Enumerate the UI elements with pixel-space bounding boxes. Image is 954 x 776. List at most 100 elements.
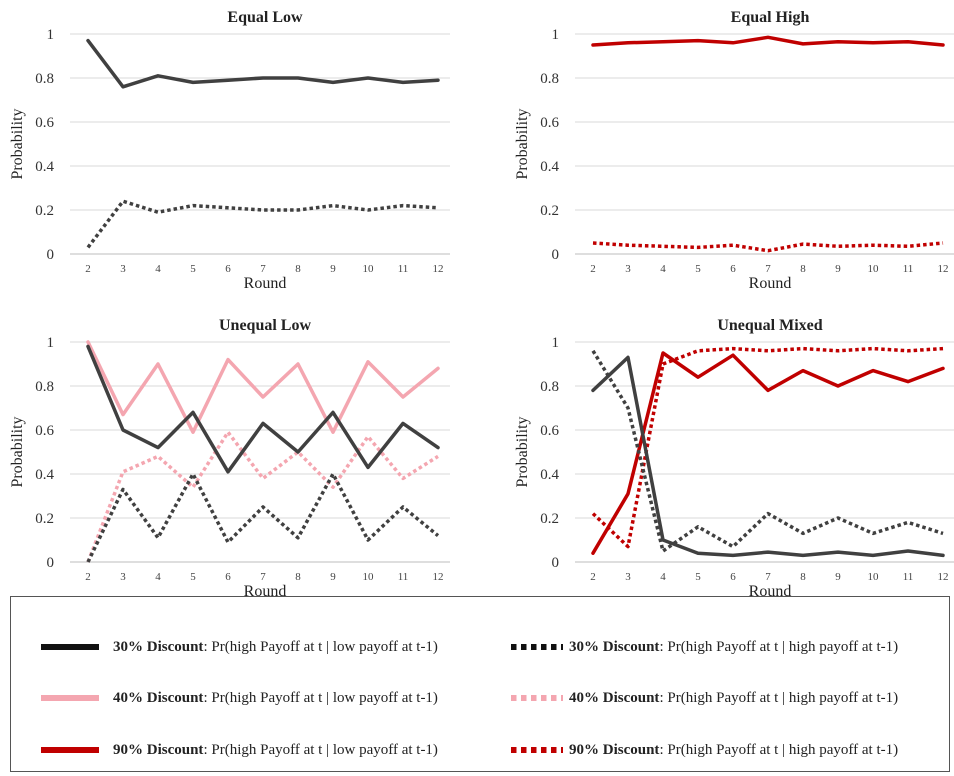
- x-tick-label: 4: [660, 263, 666, 275]
- x-axis-label: Round: [244, 275, 287, 292]
- x-tick-label: 9: [835, 571, 841, 583]
- x-tick-label: 8: [800, 571, 806, 583]
- y-axis-label: Probability: [514, 416, 531, 487]
- x-tick-label: 5: [190, 263, 196, 275]
- x-tick-label: 2: [590, 263, 596, 275]
- legend-label-text: : Pr(high Payoff at t | low payoff at t-…: [203, 638, 438, 655]
- y-tick-label: 0: [552, 247, 560, 263]
- y-tick-label: 0.2: [540, 203, 559, 219]
- x-tick-label: 3: [120, 571, 126, 583]
- x-tick-label: 7: [260, 263, 266, 275]
- series-line-solid-3: [591, 355, 945, 558]
- chart-title: Equal High: [731, 9, 810, 26]
- x-tick-label: 9: [835, 263, 841, 275]
- series-line-solid-1: [86, 340, 440, 434]
- y-tick-label: 0.6: [540, 423, 559, 439]
- y-tick-label: 0: [47, 247, 55, 263]
- x-tick-label: 10: [868, 263, 880, 275]
- x-tick-label: 5: [695, 263, 701, 275]
- y-tick-label: 0.2: [540, 511, 559, 527]
- y-tick-label: 0.4: [35, 467, 54, 483]
- x-tick-label: 4: [155, 571, 161, 583]
- x-tick-label: 10: [363, 263, 375, 275]
- x-tick-label: 11: [903, 571, 914, 583]
- y-axis-label: Probability: [514, 108, 531, 179]
- legend-swatch-solid: [41, 747, 99, 753]
- x-tick-label: 7: [765, 263, 771, 275]
- x-tick-label: 6: [225, 263, 231, 275]
- legend-label-bold: 30% Discount: [113, 638, 204, 655]
- legend-item-40-low: 40% Discount : Pr(high Payoff at t | low…: [41, 688, 438, 708]
- x-tick-label: 11: [903, 263, 914, 275]
- x-tick-label: 3: [625, 263, 631, 275]
- y-tick-label: 0: [47, 555, 55, 571]
- x-tick-label: 2: [85, 571, 91, 583]
- legend-label-text: : Pr(high Payoff at t | low payoff at t-…: [203, 689, 438, 706]
- y-axis-label: Probability: [9, 416, 26, 487]
- y-tick-label: 1: [47, 27, 55, 43]
- legend: 30% Discount : Pr(high Payoff at t | low…: [10, 596, 950, 772]
- x-tick-label: 7: [260, 571, 266, 583]
- x-tick-label: 2: [85, 263, 91, 275]
- series-line-dotted-4: [86, 472, 440, 563]
- legend-label-bold: 40% Discount: [113, 689, 204, 706]
- x-tick-label: 10: [868, 571, 880, 583]
- series-line-dotted-2: [86, 199, 439, 249]
- x-tick-label: 2: [590, 571, 596, 583]
- legend-item-30-low: 30% Discount : Pr(high Payoff at t | low…: [41, 637, 438, 657]
- x-tick-label: 8: [295, 571, 301, 583]
- y-tick-label: 0.8: [35, 379, 54, 395]
- series-line-solid-1: [86, 38, 440, 89]
- series-line-solid-1: [591, 35, 945, 47]
- x-tick-label: 7: [765, 571, 771, 583]
- x-tick-label: 8: [800, 263, 806, 275]
- series-line-dotted-2: [592, 241, 944, 253]
- y-tick-label: 0.6: [540, 115, 559, 131]
- x-axis-label: Round: [244, 583, 287, 596]
- chart-title: Unequal Mixed: [717, 317, 822, 334]
- legend-label-bold: 90% Discount: [113, 741, 204, 758]
- y-tick-label: 0.2: [35, 511, 54, 527]
- x-tick-label: 8: [295, 263, 301, 275]
- legend-swatch-dotted: [511, 644, 563, 650]
- legend-label-text: : Pr(high Payoff at t | high payoff at t…: [659, 638, 899, 655]
- x-axis-label: Round: [749, 275, 792, 292]
- x-tick-label: 10: [363, 571, 375, 583]
- legend-swatch-dotted: [511, 695, 563, 701]
- y-tick-label: 0.4: [35, 159, 54, 175]
- chart-title: Equal Low: [227, 9, 303, 26]
- legend-item-30-high: 30% Discount : Pr(high Payoff at t | hig…: [511, 637, 898, 657]
- x-tick-label: 11: [398, 571, 409, 583]
- y-tick-label: 0.4: [540, 467, 559, 483]
- legend-item-90-low: 90% Discount : Pr(high Payoff at t | low…: [41, 740, 438, 760]
- x-tick-label: 12: [938, 263, 949, 275]
- x-tick-label: 4: [660, 571, 666, 583]
- legend-label-bold: 90% Discount: [569, 741, 660, 758]
- series-line-solid-3: [86, 344, 440, 474]
- legend-label-bold: 40% Discount: [569, 689, 660, 706]
- y-tick-label: 1: [552, 335, 560, 351]
- y-tick-label: 0.6: [35, 423, 54, 439]
- y-tick-label: 0.6: [35, 115, 54, 131]
- y-tick-label: 0.8: [540, 379, 559, 395]
- series-line-dotted-4: [591, 349, 944, 553]
- series-line-dotted-2: [591, 346, 944, 549]
- x-tick-label: 4: [155, 263, 161, 275]
- legend-label-text: : Pr(high Payoff at t | high payoff at t…: [659, 741, 899, 758]
- series-line-solid-1: [591, 351, 945, 555]
- x-axis-label: Round: [749, 583, 792, 596]
- y-tick-label: 1: [47, 335, 55, 351]
- legend-label-text: : Pr(high Payoff at t | low payoff at t-…: [203, 741, 438, 758]
- x-tick-label: 9: [330, 571, 336, 583]
- y-tick-label: 1: [552, 27, 560, 43]
- series-line-dotted-2: [86, 430, 439, 563]
- legend-swatch-solid: [41, 644, 99, 650]
- x-tick-label: 3: [120, 263, 126, 275]
- x-tick-label: 12: [433, 263, 444, 275]
- x-tick-label: 6: [225, 571, 231, 583]
- x-tick-label: 3: [625, 571, 631, 583]
